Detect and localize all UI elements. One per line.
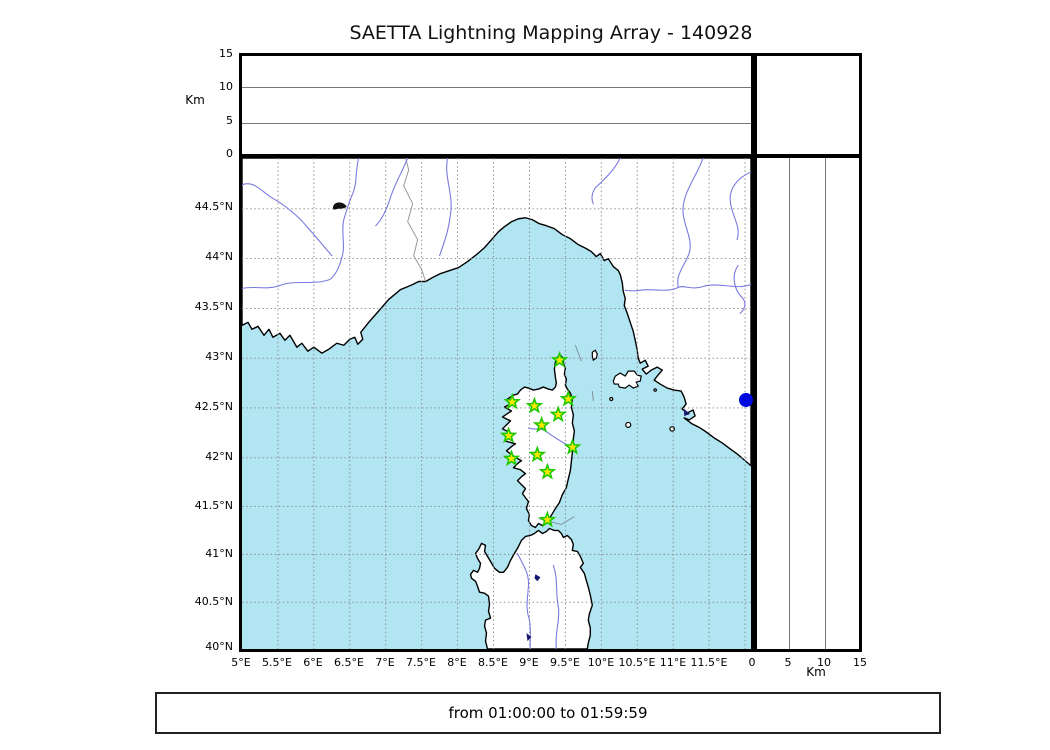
lat-tick: 41.5°N xyxy=(194,499,233,512)
lma-stations xyxy=(499,350,582,528)
top-km-tick: 15 xyxy=(219,47,233,60)
island-elba xyxy=(612,370,642,389)
right-panel-gridline-5km xyxy=(789,158,790,649)
top-km-tick: 10 xyxy=(219,80,233,93)
right-km-tick: 10 xyxy=(817,656,831,669)
altitude-longitude-panel xyxy=(239,53,754,157)
lon-tick: 5°E xyxy=(231,656,251,669)
lon-tick: 7°E xyxy=(375,656,395,669)
page-title: SAETTA Lightning Mapping Array - 140928 xyxy=(349,22,753,44)
lat-tick: 40°N xyxy=(205,640,233,653)
station-marker xyxy=(538,462,557,480)
station-marker xyxy=(549,405,568,423)
lat-tick: 44.5°N xyxy=(194,200,233,213)
coastline-sardinia xyxy=(469,527,594,649)
station-marker xyxy=(528,445,547,463)
graticule xyxy=(242,158,751,649)
station-marker xyxy=(538,510,557,528)
map-panel xyxy=(239,155,754,652)
coastline-france-italy xyxy=(242,158,751,467)
station-marker xyxy=(502,449,521,467)
lon-tick: 8.5°E xyxy=(478,656,508,669)
station-marker xyxy=(563,437,582,455)
time-range-box: from 01:00:00 to 01:59:59 xyxy=(155,692,941,734)
island-giglio xyxy=(669,426,675,432)
lon-tick: 10.5°E xyxy=(618,656,656,669)
right-panel-gridline-10km xyxy=(825,158,826,649)
lon-tick: 10°E xyxy=(587,656,615,669)
corner-panel xyxy=(754,53,862,157)
lon-tick: 11°E xyxy=(659,656,687,669)
station-marker xyxy=(503,392,522,410)
lat-tick: 41°N xyxy=(205,547,233,560)
coastline-corsica xyxy=(501,354,576,529)
lon-tick: 11.5°E xyxy=(690,656,728,669)
altitude-latitude-panel xyxy=(754,155,862,652)
lat-tick: 42.5°N xyxy=(194,400,233,413)
lake-sardinia-south xyxy=(526,633,532,642)
top-km-tick: 0 xyxy=(226,147,233,160)
lagoon-orbetello xyxy=(684,408,691,416)
altitude-axis-label-right: Km xyxy=(806,665,826,679)
island-pianosa xyxy=(609,396,614,402)
top-panel-gridline-5km xyxy=(242,123,751,124)
island-islet xyxy=(653,388,657,392)
lon-tick: 6.5°E xyxy=(334,656,364,669)
station-marker xyxy=(525,396,544,414)
rivers xyxy=(242,158,751,649)
lon-tick: 8°E xyxy=(447,656,467,669)
lat-tick: 42°N xyxy=(205,450,233,463)
sea-contour-mark-2 xyxy=(591,391,594,402)
sea-contour-mark-1 xyxy=(574,345,582,362)
right-km-tick: 15 xyxy=(853,656,867,669)
lake-serre-poncon xyxy=(332,202,347,210)
lat-tick: 43.5°N xyxy=(194,300,233,313)
lat-tick: 43°N xyxy=(205,350,233,363)
station-marker xyxy=(499,426,518,444)
station-marker xyxy=(550,350,569,368)
top-km-tick: 5 xyxy=(226,114,233,127)
station-marker xyxy=(559,389,578,407)
lake-coghinas xyxy=(534,574,541,582)
time-range-text: from 01:00:00 to 01:59:59 xyxy=(448,704,648,722)
top-panel-gridline-10km xyxy=(242,87,751,88)
country-border-france-italy xyxy=(403,158,427,282)
island-montecristo xyxy=(625,421,632,429)
lat-tick: 44°N xyxy=(205,250,233,263)
lon-tick: 6°E xyxy=(303,656,323,669)
right-km-tick: 0 xyxy=(748,656,756,669)
lon-tick: 9.5°E xyxy=(550,656,580,669)
lat-tick: 40.5°N xyxy=(194,595,233,608)
lon-tick: 7.5°E xyxy=(406,656,436,669)
right-km-tick: 5 xyxy=(784,656,792,669)
lon-tick: 9°E xyxy=(519,656,539,669)
map-canvas xyxy=(242,158,751,649)
altitude-axis-label-top: Km xyxy=(185,93,205,107)
island-capraia xyxy=(591,349,598,362)
station-marker xyxy=(532,415,551,433)
lon-tick: 5.5°E xyxy=(262,656,292,669)
lightning-source-dot xyxy=(738,393,753,407)
